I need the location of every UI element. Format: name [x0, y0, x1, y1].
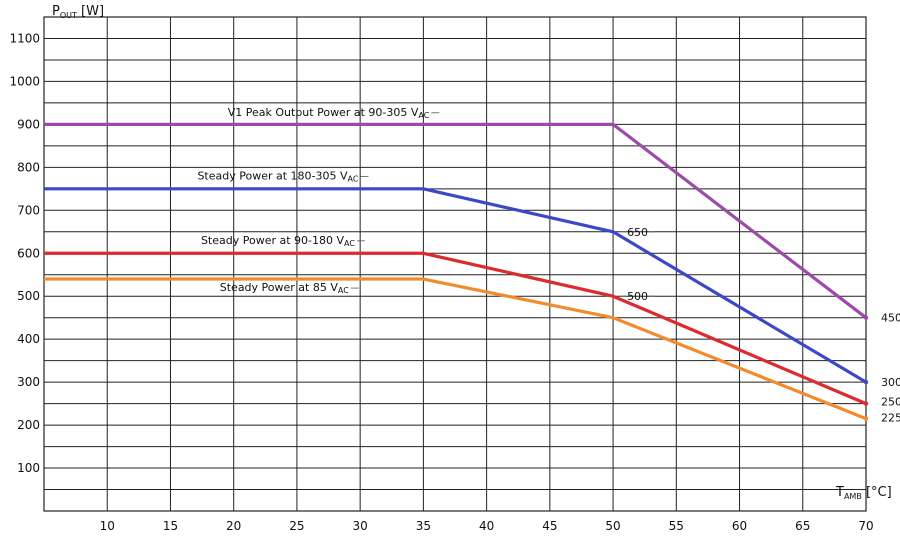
grid: [43, 16, 867, 512]
x-tick-label: 65: [795, 519, 810, 533]
series-label-2: Steady Power at 180-305 VAC: [197, 169, 358, 183]
x-tick-label: 55: [669, 519, 684, 533]
series-end-point-4: [863, 416, 869, 421]
x-tick-label: 60: [732, 519, 747, 533]
series-label-main: Steady Power at 180-305 V: [197, 169, 348, 182]
series-line-1: [44, 122, 867, 319]
x-tick-label: 35: [416, 519, 431, 533]
series-line-3: [44, 251, 867, 406]
x-tick-label: 15: [163, 519, 178, 533]
series-label-sub: AC: [344, 239, 355, 248]
series-labels: V1 Peak Output Power at 90-305 VACSteady…: [197, 106, 440, 295]
y-tick-label: 1000: [9, 74, 40, 88]
y-tick-label: 1100: [9, 31, 40, 45]
y-tick-label: 400: [17, 332, 40, 346]
y-tick-label: 500: [17, 289, 40, 303]
x-tick-label: 45: [542, 519, 557, 533]
y-tick-label: 700: [17, 203, 40, 217]
series-lines: [44, 122, 869, 421]
x-tick-label: 10: [100, 519, 115, 533]
x-axis-label-unit: [°C]: [862, 485, 892, 500]
plot-frame: [43, 16, 867, 512]
y-tick-label: 200: [17, 418, 40, 432]
series-label-sub: AC: [348, 174, 359, 183]
x-tick-label: 50: [605, 519, 620, 533]
x-axis-label: TAMB [°C]: [835, 485, 892, 501]
y-tick-label: 600: [17, 246, 40, 260]
annotation-end-value: 225: [881, 411, 900, 424]
series-label-3: Steady Power at 90-180 VAC: [201, 234, 355, 248]
y-tick-label: 300: [17, 375, 40, 389]
series-end-point-2: [863, 379, 869, 385]
x-axis-label-sub: AMB: [844, 492, 862, 501]
series-end-point-3: [863, 401, 869, 406]
x-axis-label-main: T: [835, 485, 844, 500]
y-tick-label: 800: [17, 160, 40, 174]
series-label-main: Steady Power at 90-180 V: [201, 234, 345, 247]
series-label-main: V1 Peak Output Power at 90-305 V: [228, 106, 419, 119]
x-tick-label: 25: [289, 519, 304, 533]
series-line-4: [44, 277, 867, 421]
series-line-2: [44, 187, 867, 384]
annotation-value: 500: [627, 290, 648, 303]
y-tick-labels: 100 200 300 400 500 600 700 800 900 1000 1100: [9, 31, 40, 475]
annotation-end-value: 300: [881, 376, 900, 389]
y-tick-label: 900: [17, 117, 40, 131]
y-axis-label: POUT [W]: [52, 4, 104, 20]
y-tick-label: 100: [17, 461, 40, 475]
series-label-sub: AC: [338, 286, 349, 295]
annotation-value: 650: [627, 226, 648, 239]
x-tick-label: 20: [226, 519, 241, 533]
series-label-sub: AC: [418, 111, 429, 120]
x-tick-label: 70: [858, 519, 873, 533]
x-tick-label: 30: [353, 519, 368, 533]
x-tick-labels: 10 15 20 25 30 35 40 45 50 55 60 65 70: [100, 519, 874, 533]
annotations: 650 500 450 300 250 225: [620, 226, 900, 424]
annotation-end-value: 250: [881, 395, 900, 408]
annotation-end-value: 450: [881, 312, 900, 325]
y-axis-label-unit: [W]: [77, 4, 104, 19]
series-end-point-1: [863, 315, 869, 320]
y-axis-label-main: P: [52, 4, 60, 19]
series-label-4: Steady Power at 85 VAC: [220, 281, 349, 295]
x-tick-label: 40: [479, 519, 494, 533]
series-label-main: Steady Power at 85 V: [220, 281, 339, 294]
series-label-1: V1 Peak Output Power at 90-305 VAC: [228, 106, 430, 120]
y-axis-label-sub: OUT: [60, 11, 77, 20]
